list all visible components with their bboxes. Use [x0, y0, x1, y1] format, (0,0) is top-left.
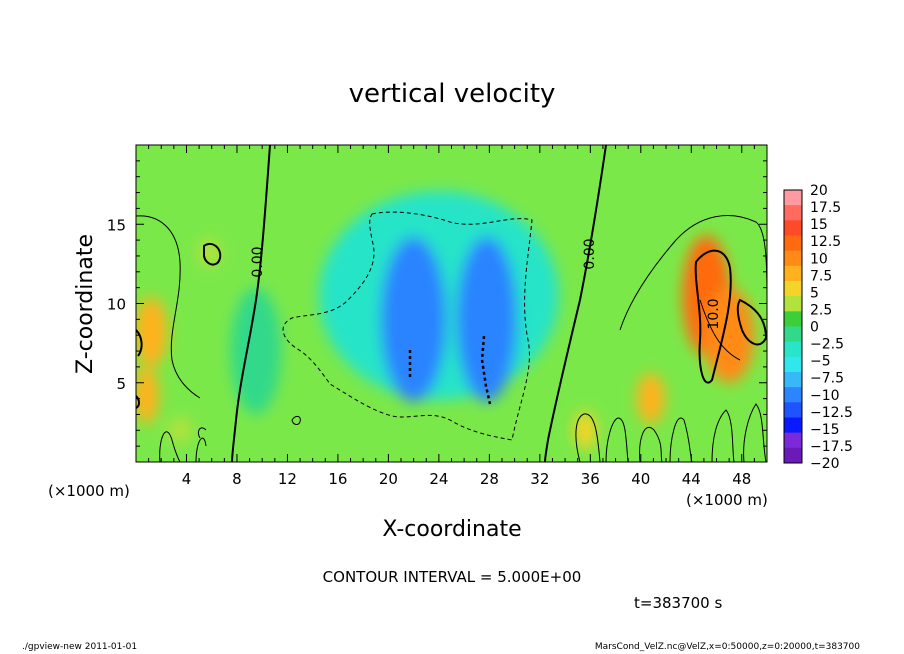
colorbar-label: −17.5 — [810, 439, 853, 455]
small-contour-loop-2 — [291, 415, 301, 425]
colorbar-label: 2.5 — [810, 302, 832, 318]
colorbar-swatch-11 — [784, 356, 802, 373]
colorbar-swatch-16 — [784, 432, 802, 449]
pos5-contour-right — [619, 215, 767, 361]
colorbar-swatch-0 — [784, 190, 802, 206]
y-axis-label: Z-coordinate — [73, 234, 98, 374]
small-contour-loop — [203, 242, 222, 266]
x-tick-label: 24 — [429, 470, 448, 488]
colorbar-label: 10 — [810, 251, 828, 267]
field-blob-9 — [167, 417, 193, 443]
field-blob-2 — [456, 236, 518, 402]
colorbar-label: 20 — [810, 183, 828, 199]
colorbar-swatch-15 — [784, 417, 802, 434]
colorbar-swatch-1 — [784, 205, 802, 221]
colorbar-frame — [783, 189, 803, 464]
x-tick-label: 28 — [480, 470, 499, 488]
colorbar-swatch-17 — [784, 447, 802, 464]
colorbar-label: 12.5 — [810, 234, 841, 250]
colorbar-label: −10 — [810, 388, 840, 404]
colorbar-label: −20 — [810, 456, 840, 472]
x-tick-label: 4 — [182, 470, 192, 488]
field-blob-5 — [637, 373, 665, 424]
bottom-left-wiggles — [159, 427, 207, 462]
contour-interval: CONTOUR INTERVAL = 5.000E+00 — [323, 568, 582, 586]
contour-labels: 0.00 0.00 10.0 — [250, 238, 722, 329]
x-tick-label: 8 — [232, 470, 242, 488]
plot-area: 0.00 0.00 10.0 — [136, 145, 767, 462]
colorbar-swatch-14 — [784, 402, 802, 418]
dotted-thick-2 — [480, 335, 492, 405]
colorbar-swatch-9 — [784, 326, 802, 343]
colorbar-label: 5 — [810, 285, 819, 301]
pos10-contour-right — [694, 249, 732, 384]
x-tick-label: 48 — [732, 470, 751, 488]
colorbar-swatch-8 — [784, 311, 802, 327]
pos5-contour-left — [136, 215, 201, 399]
x-tick-label: 20 — [379, 470, 398, 488]
y-tick-label: 15 — [107, 216, 126, 234]
neg5-contour-center — [282, 211, 533, 441]
x-tick-label: 32 — [530, 470, 549, 488]
field-blob-8 — [136, 366, 159, 424]
colorbar-swatch-10 — [784, 341, 802, 358]
colorbar-swatch-5 — [784, 265, 802, 282]
x-tick-label: 16 — [328, 470, 347, 488]
colorbar-swatch-4 — [784, 250, 802, 267]
colorbar-swatch-12 — [784, 372, 802, 388]
colorbar-label: −2.5 — [810, 337, 844, 353]
pos10-contour-left — [136, 329, 143, 409]
zero-contour-right — [544, 145, 607, 462]
colorbar-label: −12.5 — [810, 405, 853, 421]
time-label: t=383700 s — [634, 594, 722, 612]
colorbar-swatch-2 — [784, 220, 802, 236]
pos10-contour-small — [736, 298, 767, 346]
bottom-right-wiggles — [575, 403, 767, 462]
colorbar-label: 0 — [810, 320, 819, 336]
field-blob-11 — [230, 287, 282, 415]
contour-label-2: 0.00 — [582, 238, 598, 269]
x-tick-label: 44 — [682, 470, 701, 488]
colorbar-swatch-3 — [784, 235, 802, 252]
contour-label-3: 10.0 — [706, 298, 722, 329]
contour-label-1: 0.00 — [250, 246, 266, 277]
x-unit-left: (×1000 m) — [48, 482, 130, 500]
field-blob-1 — [380, 236, 447, 402]
y-axis-ticks: 5 10 15 — [107, 160, 767, 447]
field-blobs — [136, 190, 755, 450]
x-tick-label: 12 — [278, 470, 297, 488]
colorbar-swatch-6 — [784, 281, 802, 297]
field-blob-7 — [136, 297, 168, 367]
x-axis-ticks: 4 8 12 16 20 24 28 32 36 40 44 48 — [148, 145, 755, 488]
zero-contour-left — [231, 145, 271, 462]
x-tick-label: 36 — [581, 470, 600, 488]
colorbar-swatch-13 — [784, 387, 802, 403]
contour-lines — [136, 145, 767, 462]
footer-left: ./gpview-new 2011-01-01 — [22, 642, 138, 652]
y-tick-label: 5 — [116, 375, 126, 393]
colorbar-label: 7.5 — [810, 268, 832, 284]
colorbar-label: −15 — [810, 422, 840, 438]
field-blob-6 — [573, 411, 597, 450]
x-unit-right: (×1000 m) — [686, 491, 768, 509]
y-tick-label: 10 — [107, 296, 126, 314]
x-tick-label: 40 — [631, 470, 650, 488]
colorbar-label: −5 — [810, 354, 831, 370]
x-axis-label: X-coordinate — [382, 517, 521, 542]
colorbar-swatch-7 — [784, 296, 802, 312]
chart-title: vertical velocity — [349, 79, 556, 109]
colorbar-label: 17.5 — [810, 200, 841, 216]
footer-right: MarsCond_VelZ.nc@VelZ,x=0:50000,z=0:2000… — [594, 642, 860, 652]
colorbar-label: 15 — [810, 217, 828, 233]
colorbar-label: −7.5 — [810, 371, 844, 387]
